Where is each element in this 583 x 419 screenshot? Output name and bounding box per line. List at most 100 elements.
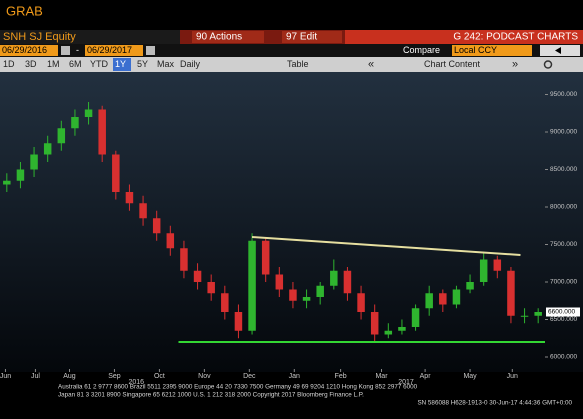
x-tick-label: Sep	[108, 373, 121, 380]
x-tick-label: Nov	[198, 373, 211, 380]
x-tick-label: Mar	[375, 373, 388, 380]
plot-area	[0, 72, 583, 372]
date-bar	[0, 44, 583, 57]
actions-label[interactable]: 90 Actions	[196, 32, 242, 43]
date-separator: -	[76, 45, 79, 55]
candle-body	[316, 285, 324, 297]
x-tick-label: Aug	[63, 373, 76, 380]
candle-body	[71, 117, 79, 129]
actions-button[interactable]	[192, 31, 264, 43]
y-tick-label: 7000.000	[550, 279, 577, 286]
trendline	[251, 236, 521, 256]
range-button[interactable]: 1D	[3, 59, 15, 69]
candle-body	[166, 233, 175, 249]
candle-body	[479, 259, 488, 282]
candle-body	[221, 293, 229, 312]
candle-body	[139, 203, 147, 219]
y-tick-label: 6000.000	[550, 354, 577, 361]
end-date-field[interactable]	[85, 45, 143, 56]
edit-label[interactable]: 97 Edit	[286, 32, 317, 43]
candle-body	[234, 312, 243, 331]
candle-body	[207, 282, 215, 294]
page-label: G 242: PODCAST CHARTS	[453, 32, 578, 43]
candle-body	[452, 289, 461, 305]
range-button[interactable]: 6M	[69, 59, 82, 69]
back-icon	[555, 47, 561, 54]
y-tick-label: 8000.000	[550, 204, 577, 211]
calendar-icon[interactable]	[146, 46, 155, 55]
x-tick-label: Dec	[243, 373, 256, 380]
prev-button[interactable]: «	[368, 58, 374, 70]
chart-content[interactable]: Chart Content	[424, 59, 481, 69]
candle-body	[302, 297, 311, 301]
candle-body	[343, 270, 352, 294]
candle-body	[152, 218, 161, 234]
candle-body	[112, 154, 120, 192]
candle-body	[193, 270, 202, 282]
x-tick-label: Apr	[420, 373, 432, 380]
x-tick-label: Feb	[335, 373, 347, 380]
range-button[interactable]: 1M	[47, 59, 60, 69]
table-button[interactable]: Table	[287, 59, 309, 69]
candle-body	[43, 143, 52, 155]
toolbar	[0, 57, 583, 72]
candle-body	[16, 169, 25, 181]
settings-icon[interactable]	[543, 60, 553, 69]
candle-body	[289, 289, 297, 301]
candle-body	[534, 312, 542, 316]
candle-body	[330, 270, 338, 286]
candle-body	[466, 282, 474, 290]
candle-body	[30, 154, 38, 170]
candle-body	[439, 293, 447, 305]
x-tick-label: Oct	[154, 373, 165, 380]
range-button[interactable]: YTD	[90, 59, 109, 69]
candle-body	[84, 109, 93, 117]
candle-body	[125, 192, 134, 204]
range-button[interactable]: 3D	[25, 59, 37, 69]
y-tick-label: 8500.000	[550, 166, 577, 173]
candle-body	[248, 240, 256, 331]
candle-body	[384, 330, 393, 335]
x-tick-label: Jun	[507, 373, 518, 380]
range-button[interactable]: 5Y	[137, 59, 148, 69]
currency[interactable]: Local CCY	[454, 45, 497, 55]
candle-body	[57, 128, 66, 144]
candle-body	[357, 293, 365, 312]
candle-body	[493, 259, 502, 271]
period[interactable]: Daily	[180, 59, 201, 69]
x-tick-label: Jul	[31, 373, 40, 380]
candle-body	[275, 274, 284, 290]
edit-button[interactable]	[282, 31, 342, 43]
candle-body	[520, 315, 529, 317]
candle-body	[398, 327, 406, 331]
x-tick-label: May	[463, 373, 477, 380]
range-button[interactable]: 1Y	[115, 59, 126, 69]
start-date-field[interactable]	[0, 45, 58, 56]
x-tick-label: Jan	[289, 373, 300, 380]
footer-stamp: SN 586088 H628-1913-0 30-Jun-17 4:44:36 …	[417, 400, 572, 407]
y-tick-label: 9000.000	[550, 129, 577, 136]
compare-label[interactable]: Compare	[403, 45, 440, 55]
footer-line: Australia 61 2 9777 8600 Brazil 5511 239…	[58, 384, 418, 391]
y-tick-label: 6500.000	[550, 316, 577, 323]
currency-field[interactable]	[452, 45, 532, 56]
window-title: GRAB	[6, 3, 43, 18]
candle-body	[507, 270, 515, 316]
y-tick-label: 7500.000	[550, 241, 577, 248]
candle-body	[261, 240, 270, 275]
x-tick-label: Jun	[0, 373, 11, 380]
next-button[interactable]: »	[512, 58, 518, 70]
candle-body	[3, 180, 11, 185]
candle-body	[411, 308, 420, 327]
footer-line: Japan 81 3 3201 8900 Singapore 65 6212 1…	[58, 392, 364, 399]
candle-body	[98, 109, 106, 155]
calendar-icon[interactable]	[61, 46, 70, 55]
end-date[interactable]: 06/29/2017	[87, 45, 132, 55]
y-tick-label: 9500.000	[550, 91, 577, 98]
selected-range	[113, 58, 131, 71]
page-strip	[345, 30, 583, 44]
start-date[interactable]: 06/29/2016	[2, 45, 47, 55]
range-button[interactable]: Max	[157, 59, 175, 69]
year-label: 2017	[398, 379, 414, 386]
